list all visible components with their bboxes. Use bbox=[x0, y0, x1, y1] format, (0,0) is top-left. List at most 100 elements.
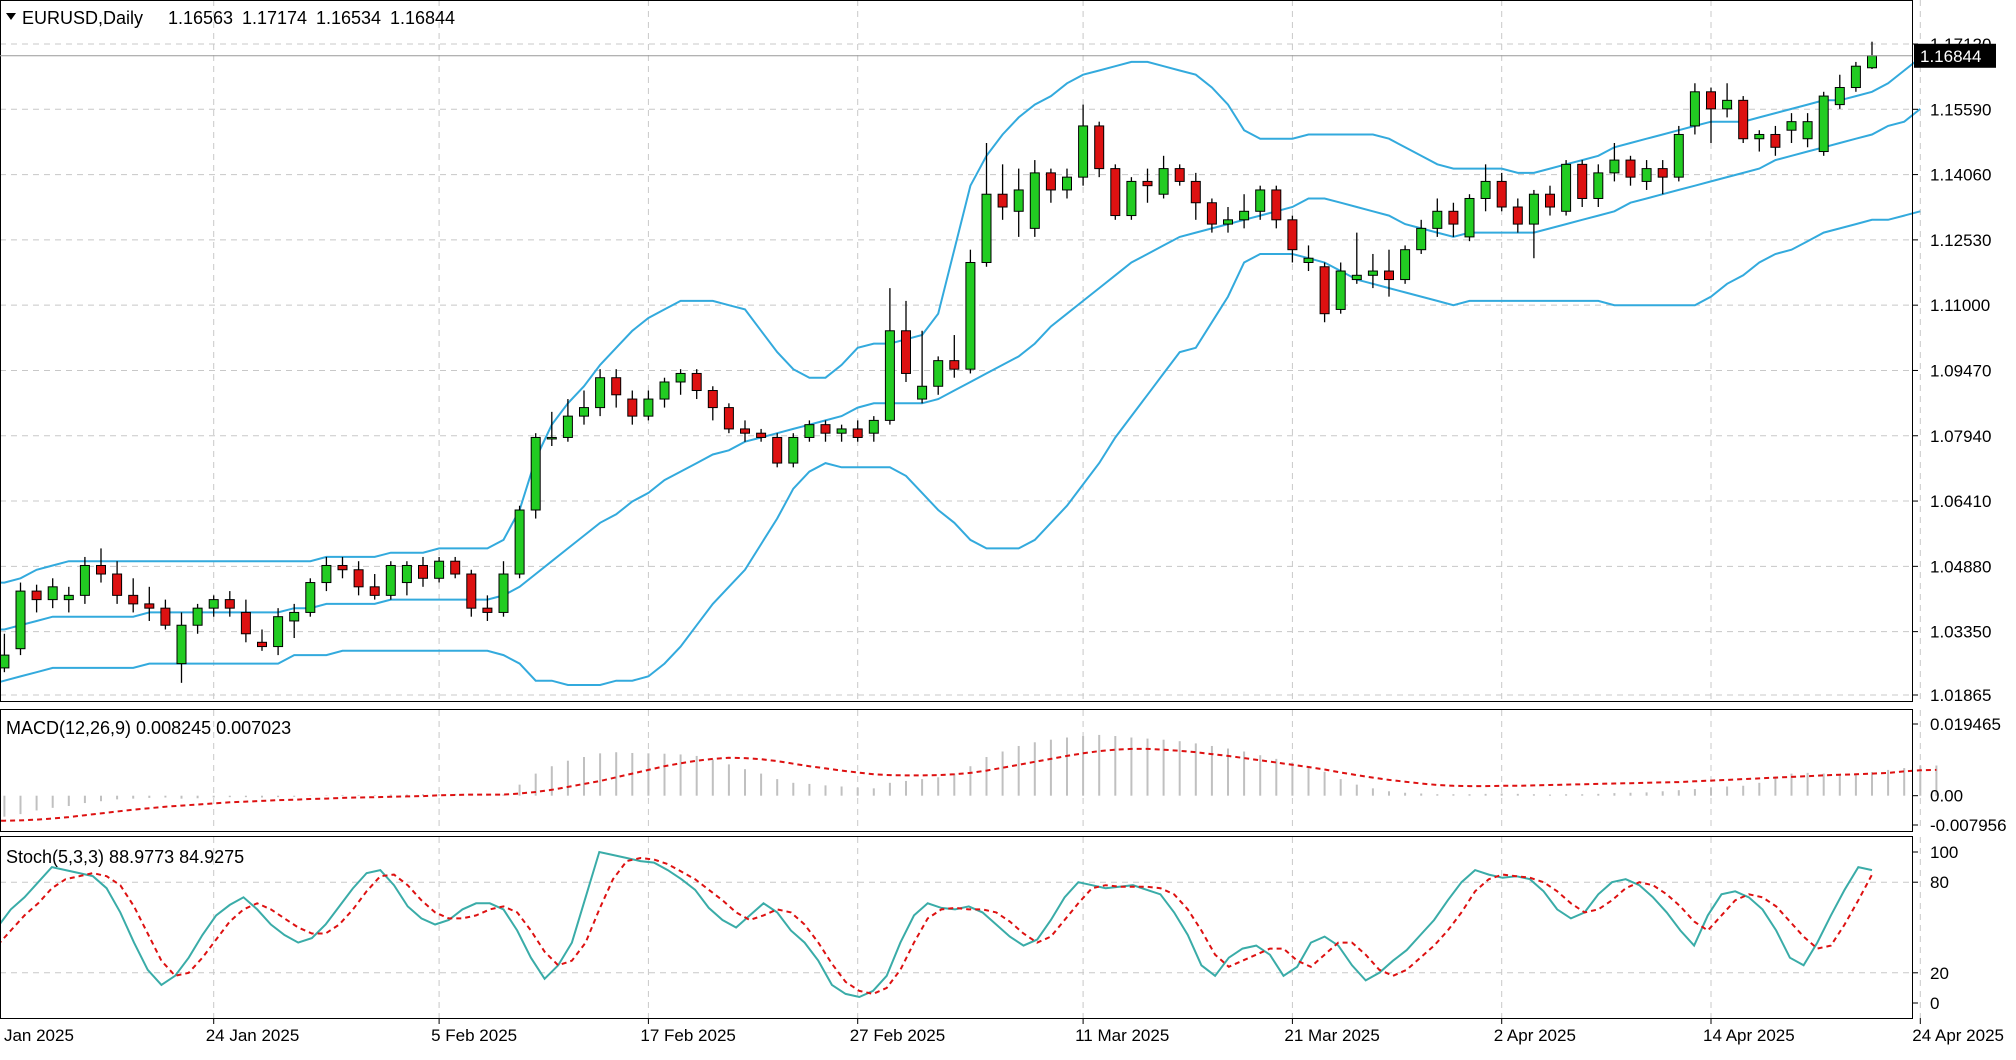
bull-candle bbox=[868, 419, 879, 434]
bear-candle bbox=[707, 390, 718, 409]
bull-candle bbox=[1689, 91, 1700, 127]
bear-candle bbox=[1512, 206, 1523, 225]
symbol-dropdown-icon[interactable] bbox=[6, 13, 16, 20]
bull-candle bbox=[1802, 121, 1813, 140]
macd-axis-label: -0.007956 bbox=[1930, 816, 2007, 835]
stoch-main-line bbox=[0, 850, 1873, 999]
bear-candle bbox=[1287, 219, 1298, 251]
bull-candle bbox=[981, 193, 992, 263]
bear-candle bbox=[949, 360, 960, 370]
open-value: 1.16563 bbox=[168, 8, 233, 28]
bull-candle bbox=[1078, 125, 1089, 178]
stoch-signal-line bbox=[0, 856, 1873, 995]
bull-candle bbox=[579, 407, 589, 417]
bull-candle bbox=[1400, 249, 1411, 281]
bull-candle bbox=[1867, 55, 1877, 69]
bull-candle bbox=[79, 564, 90, 596]
bear-candle bbox=[257, 641, 267, 648]
bear-candle bbox=[160, 607, 171, 626]
bear-candle bbox=[1496, 180, 1507, 208]
bull-candle bbox=[1609, 159, 1620, 174]
stoch-axis-label: 0 bbox=[1930, 994, 1939, 1013]
bull-candle bbox=[514, 509, 525, 575]
time-axis-label: 24 Jan 2025 bbox=[206, 1026, 300, 1045]
bull-candle bbox=[595, 377, 606, 409]
bear-candle bbox=[756, 432, 767, 438]
time-axis-label: 17 Feb 2025 bbox=[640, 1026, 735, 1045]
bear-candle bbox=[112, 573, 123, 596]
bull-candle bbox=[1528, 193, 1539, 225]
high-value: 1.17174 bbox=[242, 8, 307, 28]
bear-candle bbox=[901, 330, 911, 374]
bear-candle bbox=[1271, 189, 1282, 221]
bollinger-upper-line bbox=[0, 48, 1937, 584]
stoch-axis-label: 80 bbox=[1930, 873, 1949, 892]
bull-candle bbox=[804, 424, 815, 438]
time-axis-label: 24 Apr 2025 bbox=[1912, 1026, 2004, 1045]
bull-candle bbox=[1850, 65, 1861, 89]
bear-candle bbox=[1448, 210, 1459, 225]
symbol-label: EURUSD,Daily bbox=[22, 8, 143, 28]
bull-candle bbox=[321, 564, 332, 584]
time-axis-label: 27 Feb 2025 bbox=[850, 1026, 945, 1045]
price-axis-label: 1.04880 bbox=[1930, 557, 1991, 576]
bull-candle bbox=[562, 415, 573, 438]
bear-candle bbox=[1190, 180, 1201, 204]
price-panel-frame bbox=[0, 0, 1913, 702]
price-axis-label: 1.09470 bbox=[1930, 361, 1991, 380]
bull-candle bbox=[1158, 168, 1169, 195]
bull-candle bbox=[1464, 197, 1475, 238]
bear-candle bbox=[740, 428, 750, 434]
price-axis-label: 1.15590 bbox=[1930, 100, 1991, 119]
macd-axis-label: 0.00 bbox=[1930, 787, 1963, 806]
bear-candle bbox=[144, 603, 155, 609]
bear-candle bbox=[820, 424, 831, 434]
price-axis-label: 1.01865 bbox=[1930, 686, 1991, 705]
current-price-label: 1.16844 bbox=[1920, 47, 1981, 66]
bull-candle bbox=[1126, 180, 1137, 217]
bull-candle bbox=[1029, 172, 1040, 229]
bear-candle bbox=[627, 398, 638, 417]
bull-candle bbox=[63, 594, 74, 601]
time-axis-label: 2 Apr 2025 bbox=[1494, 1026, 1576, 1045]
bull-candle bbox=[1303, 257, 1314, 263]
price-axis-label: 1.11000 bbox=[1930, 296, 1990, 315]
bear-candle bbox=[1206, 202, 1217, 225]
time-axis-label: 14 Jan 2025 bbox=[0, 1026, 74, 1045]
bear-candle bbox=[337, 564, 348, 571]
bear-candle bbox=[1174, 168, 1185, 182]
bull-candle bbox=[385, 564, 396, 596]
time-axis-label: 14 Apr 2025 bbox=[1703, 1026, 1795, 1045]
bull-candle bbox=[675, 372, 686, 383]
bull-candle bbox=[1673, 133, 1684, 178]
bear-candle bbox=[1706, 91, 1716, 110]
bull-candle bbox=[1416, 227, 1427, 251]
bear-candle bbox=[691, 372, 702, 392]
bull-candle bbox=[1561, 163, 1572, 212]
price-axis-label: 1.07940 bbox=[1930, 427, 1991, 446]
bear-candle bbox=[852, 428, 863, 438]
bear-candle bbox=[772, 436, 783, 464]
bull-candle bbox=[530, 436, 541, 511]
bull-candle bbox=[965, 261, 976, 370]
bull-candle bbox=[1013, 189, 1024, 212]
macd-label: MACD(12,26,9) 0.008245 0.007023 bbox=[6, 718, 291, 738]
bear-candle bbox=[1094, 125, 1105, 170]
bull-candle bbox=[659, 381, 670, 400]
bear-candle bbox=[418, 564, 428, 579]
low-value: 1.16534 bbox=[316, 8, 381, 28]
bear-candle bbox=[369, 586, 380, 596]
price-axis-label: 1.06410 bbox=[1930, 492, 1991, 511]
bull-candle bbox=[1480, 180, 1491, 199]
bull-candle bbox=[1351, 274, 1362, 281]
bear-candle bbox=[1384, 270, 1394, 281]
time-axis-label: 5 Feb 2025 bbox=[431, 1026, 517, 1045]
bull-candle bbox=[1754, 133, 1765, 140]
bull-candle bbox=[498, 573, 509, 613]
bear-candle bbox=[450, 560, 461, 575]
price-axis-label: 1.12530 bbox=[1930, 231, 1991, 250]
bull-candle bbox=[289, 611, 300, 622]
current-price-badge bbox=[1914, 43, 1996, 68]
